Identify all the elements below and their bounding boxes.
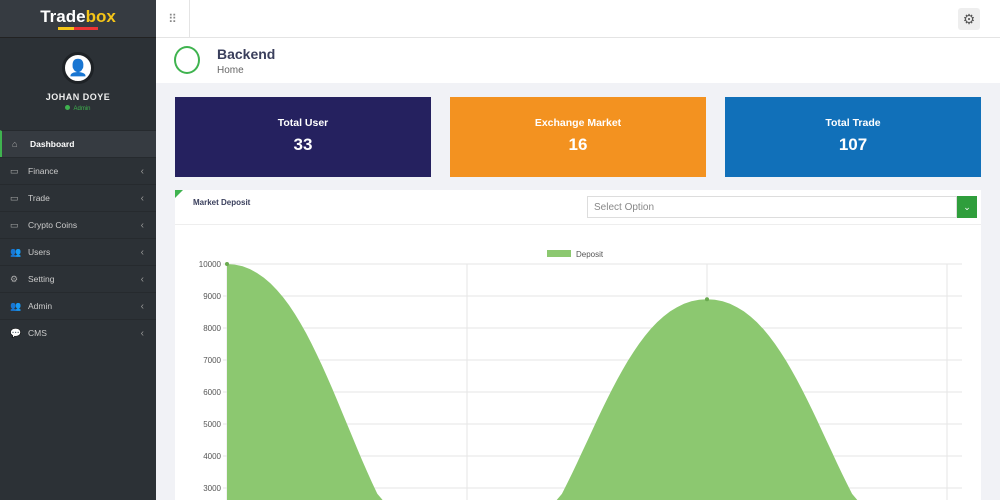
y-tick-label: 7000	[203, 356, 221, 365]
sidebar-item-admin[interactable]: 👥 Admin ‹	[0, 292, 156, 319]
card-value: 107	[838, 135, 868, 154]
settings-gear-icon[interactable]: ⚙	[958, 8, 980, 30]
brand-name: Trade	[40, 7, 86, 26]
chevron-left-icon: ‹	[140, 165, 144, 177]
apps-grid-icon[interactable]: ⠿	[156, 0, 190, 38]
deposit-area	[227, 264, 947, 500]
y-tick-label: 10000	[199, 260, 222, 269]
legend-label: Deposit	[576, 250, 604, 259]
legend-swatch	[547, 250, 571, 257]
sidebar-item-dashboard[interactable]: ⌂ Dashboard	[0, 130, 156, 157]
user-profile: 👤 JOHAN DOYE Admin	[0, 38, 156, 128]
chevron-left-icon: ‹	[140, 219, 144, 231]
users-icon: 👥	[10, 300, 22, 311]
sidebar-item-label: Setting	[28, 274, 55, 284]
panel-title: Market Deposit	[193, 198, 251, 207]
card-value: 16	[568, 135, 588, 154]
data-point	[225, 262, 229, 266]
sidebar-item-cms[interactable]: 💬 CMS ‹	[0, 319, 156, 346]
sidebar-item-users[interactable]: 👥 Users ‹	[0, 238, 156, 265]
topbar: ⠿ ⚙	[156, 0, 1000, 38]
brand-logo[interactable]: Tradebox	[0, 0, 156, 38]
card-title: Total Trade	[825, 117, 881, 129]
sidebar-item-label: Crypto Coins	[28, 220, 78, 230]
total-user-card: Total User 33	[175, 97, 431, 177]
sidebar-item-label: Admin	[28, 301, 53, 311]
sidebar-item-label: Finance	[28, 166, 59, 176]
sidebar-item-label: Users	[28, 247, 51, 257]
y-tick-label: 5000	[203, 420, 221, 429]
data-point	[705, 297, 709, 302]
user-name: JOHAN DOYE	[45, 92, 111, 102]
online-status-icon	[65, 105, 71, 110]
card-icon: ▭	[10, 165, 19, 176]
chevron-left-icon: ‹	[140, 300, 144, 312]
market-select[interactable]: Select Option	[587, 196, 957, 218]
sidebar-item-label: CMS	[28, 328, 47, 338]
user-role: Admin	[0, 105, 156, 112]
y-tick-label: 4000	[203, 452, 221, 461]
page-title: Backend	[217, 46, 276, 62]
card-value: 33	[293, 135, 313, 154]
brand-name-accent: box	[85, 7, 116, 26]
home-icon: ⌂	[12, 139, 18, 149]
corner-accent	[175, 190, 183, 198]
chevron-left-icon: ‹	[140, 327, 144, 339]
card-title: Total User	[277, 117, 329, 129]
y-tick-label: 8000	[203, 324, 221, 333]
card-icon: ▭	[10, 219, 19, 230]
logo-bar	[58, 27, 98, 30]
chevron-left-icon: ‹	[140, 273, 144, 285]
card-title: Exchange Market	[534, 117, 622, 129]
y-tick-label: 6000	[203, 388, 221, 397]
role-label: Admin	[73, 106, 91, 112]
chevron-down-icon[interactable]: ⌄	[957, 196, 977, 218]
gear-icon: ⚙	[10, 273, 19, 284]
users-icon: 👥	[10, 246, 22, 257]
chat-icon: 💬	[10, 327, 22, 338]
sidebar-item-trade[interactable]: ▭ Trade ‹	[0, 184, 156, 211]
sidebar-item-label: Dashboard	[30, 139, 75, 149]
avatar[interactable]: 👤	[62, 52, 94, 84]
chevron-left-icon: ‹	[140, 246, 144, 258]
page-header: Backend Home	[156, 38, 1000, 83]
sidebar-item-crypto-coins[interactable]: ▭ Crypto Coins ‹	[0, 211, 156, 238]
panel-header: Market Deposit Select Option ⌄	[175, 190, 981, 225]
globe-icon	[174, 46, 200, 74]
sidebar-item-label: Trade	[28, 193, 50, 203]
sidebar-nav: ⌂ Dashboard ▭ Finance ‹ ▭ Trade ‹ ▭ Crypto Coins ‹…	[0, 130, 156, 346]
breadcrumb[interactable]: Home	[217, 65, 244, 76]
card-icon: ▭	[10, 192, 19, 203]
chevron-left-icon: ‹	[140, 192, 144, 204]
y-tick-label: 3000	[203, 484, 221, 493]
deposit-chart: 10000 9000 8000 7000 6000 5000 4000 3000 Deposit	[199, 250, 962, 500]
market-deposit-panel: Market Deposit Select Option ⌄ 10000 9000…	[175, 190, 981, 500]
total-trade-card: Total Trade 107	[725, 97, 981, 177]
sidebar: Tradebox 👤 JOHAN DOYE Admin ⌂ Dashboard ▭ F…	[0, 0, 156, 500]
sidebar-item-setting[interactable]: ⚙ Setting ‹	[0, 265, 156, 292]
y-tick-label: 9000	[203, 292, 221, 301]
exchange-market-card: Exchange Market 16	[450, 97, 706, 177]
sidebar-item-finance[interactable]: ▭ Finance ‹	[0, 157, 156, 184]
